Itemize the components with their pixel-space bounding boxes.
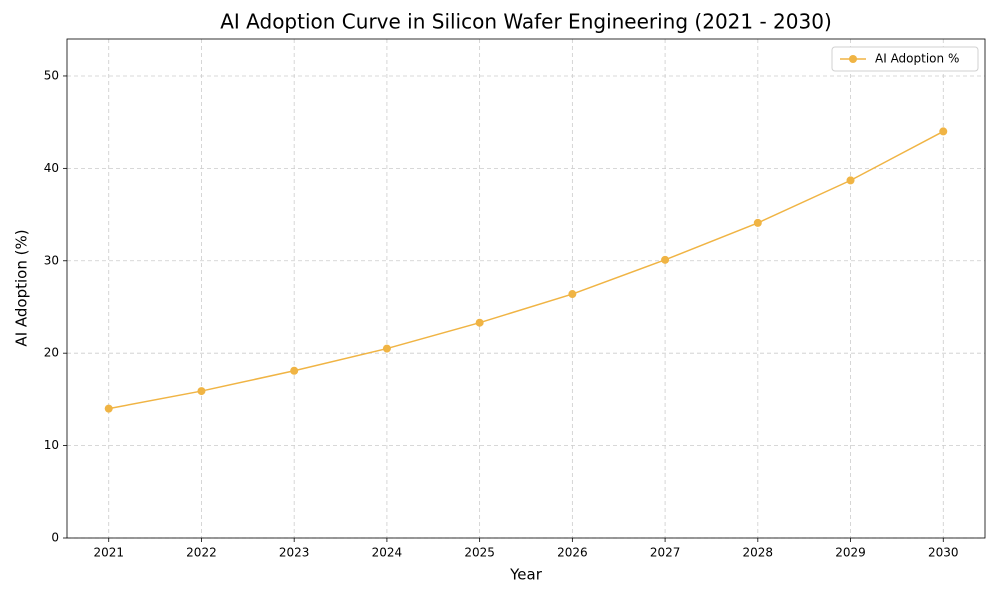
x-tick-label: 2027	[650, 546, 681, 560]
y-tick-label: 40	[44, 161, 59, 175]
data-line	[108, 130, 944, 410]
y-axis-label: AI Adoption (%)	[13, 229, 31, 346]
x-tick-label: 2029	[835, 546, 866, 560]
x-tick-label: 2021	[93, 546, 124, 560]
data-point	[753, 218, 762, 227]
y-tick-label: 50	[44, 68, 59, 82]
chart-title: AI Adoption Curve in Silicon Wafer Engin…	[220, 10, 832, 34]
legend-box	[831, 46, 979, 72]
x-tick-label: 2030	[928, 546, 959, 560]
y-tick-label: 10	[44, 438, 59, 452]
data-point	[939, 127, 948, 136]
data-point	[104, 404, 113, 413]
y-tick-label: 30	[44, 253, 59, 267]
y-tick-label: 0	[51, 531, 59, 545]
data-point	[197, 387, 206, 396]
x-tick-label: 2024	[372, 546, 403, 560]
data-point	[290, 366, 299, 375]
data-point	[475, 318, 484, 327]
x-tick-label: 2023	[279, 546, 310, 560]
x-tick-label: 2025	[464, 546, 495, 560]
data-point	[661, 255, 670, 264]
x-tick-label: 2022	[186, 546, 217, 560]
data-point	[568, 290, 577, 299]
x-axis-label: Year	[509, 566, 543, 584]
data-point	[382, 344, 391, 353]
x-tick-label: 2026	[557, 546, 588, 560]
legend-marker	[849, 55, 857, 63]
x-tick-label: 2028	[743, 546, 774, 560]
plot-frame	[66, 38, 986, 539]
legend-label: AI Adoption %	[875, 52, 959, 66]
data-point	[846, 176, 855, 185]
y-tick-label: 20	[44, 346, 59, 360]
